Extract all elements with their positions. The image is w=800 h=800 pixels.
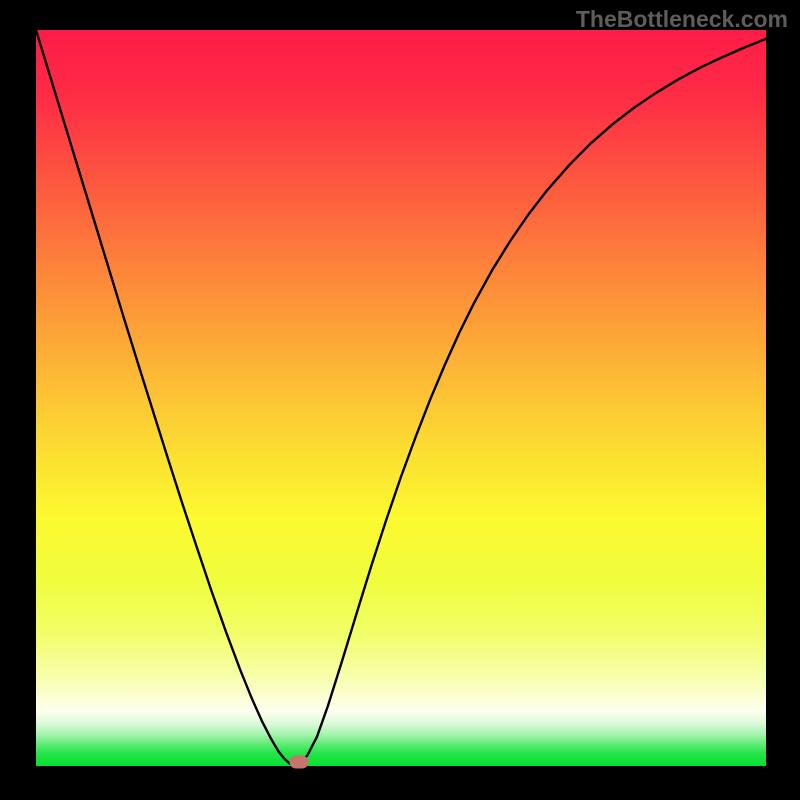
bottleneck-curve xyxy=(36,30,766,766)
plot-area xyxy=(36,30,766,766)
watermark-label: TheBottleneck.com xyxy=(576,6,788,33)
chart-outer: TheBottleneck.com xyxy=(0,0,800,800)
optimal-point-marker xyxy=(289,755,308,768)
